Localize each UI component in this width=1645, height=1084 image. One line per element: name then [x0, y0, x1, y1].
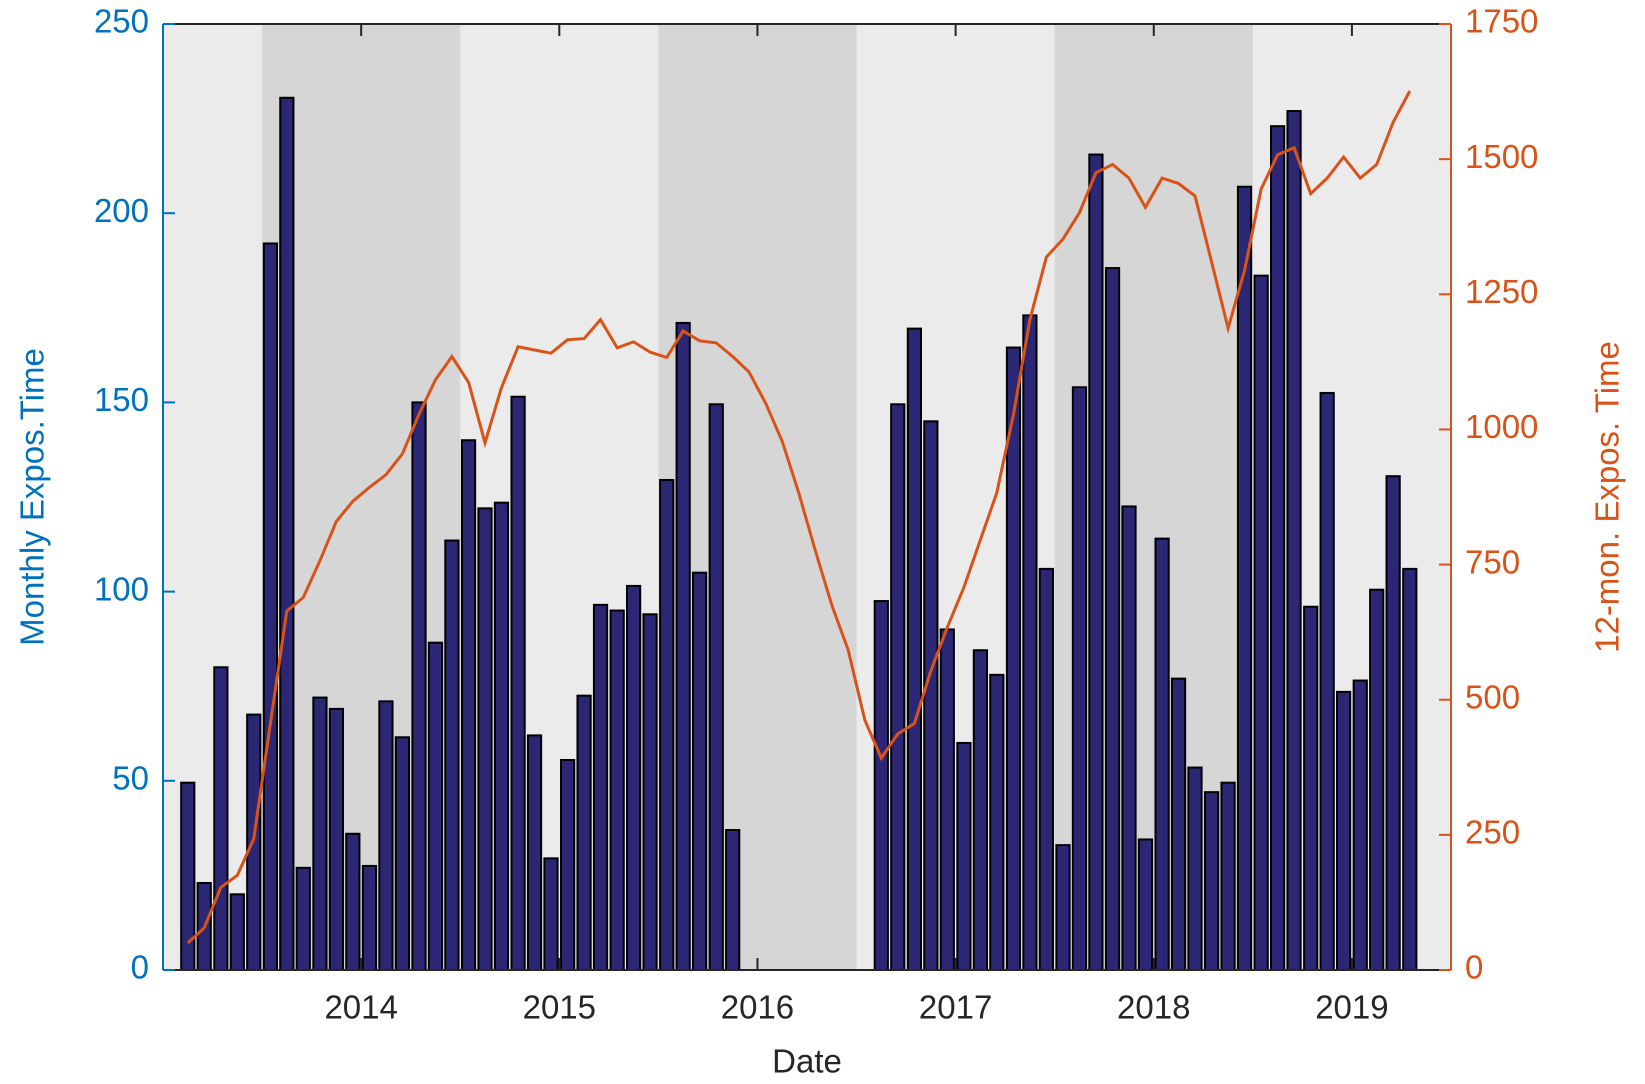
bar	[1104, 267, 1121, 971]
bar	[444, 539, 460, 971]
bar	[1071, 386, 1088, 972]
bar	[1154, 537, 1170, 972]
bar	[609, 609, 625, 972]
bar	[1088, 153, 1104, 972]
bar	[725, 828, 741, 971]
bar	[1220, 781, 1236, 972]
bar	[1303, 605, 1319, 972]
y2-tick-label: 750	[1465, 543, 1520, 580]
bar	[675, 321, 691, 972]
bar	[312, 696, 328, 971]
bar	[1055, 844, 1071, 971]
x-tick-label: 2019	[1315, 989, 1388, 1026]
bar	[378, 700, 394, 971]
y-axis-label: Monthly Expos.Time	[14, 348, 51, 646]
bar	[213, 666, 229, 972]
bar	[328, 707, 344, 971]
bar	[493, 501, 510, 971]
y2-axis-label: 12-mon. Expos. Time	[1589, 341, 1626, 653]
bar	[923, 420, 939, 971]
y2-tick-label: 1000	[1465, 408, 1538, 445]
y-tick-label: 150	[94, 381, 149, 418]
bar	[906, 327, 923, 971]
bar	[510, 395, 526, 971]
bar	[543, 857, 559, 972]
bar	[708, 403, 724, 971]
bar	[427, 641, 444, 972]
bar	[659, 478, 675, 971]
bar	[361, 864, 378, 971]
bar	[939, 628, 955, 971]
bar	[890, 403, 906, 971]
bar	[989, 673, 1005, 972]
y2-tick-label: 1250	[1465, 273, 1538, 310]
year-band	[1054, 24, 1253, 970]
line	[186, 90, 1412, 945]
y-tick-label: 50	[112, 760, 149, 797]
bar	[1121, 505, 1137, 971]
bar	[1352, 679, 1368, 971]
bar	[1187, 766, 1203, 972]
bar	[394, 736, 410, 971]
year-band	[658, 24, 857, 970]
bar	[1385, 475, 1401, 971]
y2-tick-label: 1500	[1465, 138, 1538, 175]
bar	[576, 694, 592, 971]
y2-tick-label: 250	[1465, 814, 1520, 851]
x-tick-label: 2014	[324, 989, 397, 1026]
y2-tick-label: 0	[1465, 949, 1483, 986]
bar	[1270, 125, 1286, 971]
bar	[972, 649, 988, 971]
bar	[295, 866, 311, 971]
bar	[1335, 690, 1352, 971]
year-band	[262, 24, 461, 970]
bar	[279, 96, 295, 971]
bar	[1022, 314, 1038, 972]
bar	[873, 600, 889, 971]
bar	[229, 893, 245, 972]
bar	[1204, 791, 1220, 971]
bar	[956, 741, 972, 972]
bar	[1286, 110, 1302, 972]
bar	[477, 507, 493, 971]
bar	[592, 603, 609, 971]
bar	[1253, 274, 1269, 971]
x-tick-label: 2018	[1117, 989, 1190, 1026]
y2-tick-label: 1750	[1465, 3, 1538, 40]
bar	[560, 758, 576, 971]
y-tick-label: 100	[94, 570, 149, 607]
y-tick-label: 200	[94, 192, 149, 229]
bar	[526, 734, 543, 972]
bar	[345, 832, 361, 971]
bar	[1369, 588, 1385, 971]
bar	[262, 242, 279, 972]
x-tick-label: 2015	[523, 989, 596, 1026]
y2-tick-label: 500	[1465, 678, 1520, 715]
y-tick-label: 250	[94, 3, 149, 40]
bar	[691, 571, 708, 971]
bar	[1038, 567, 1054, 971]
bar	[460, 439, 477, 971]
bar	[642, 613, 658, 972]
bar	[1170, 677, 1187, 972]
bar	[411, 401, 427, 971]
y-tick-label: 0	[131, 949, 149, 986]
x-axis-label: Date	[772, 1043, 842, 1080]
bar	[626, 584, 642, 971]
bar	[1319, 391, 1335, 971]
bar	[1137, 838, 1154, 972]
bar	[1402, 567, 1418, 971]
x-tick-label: 2016	[721, 989, 794, 1026]
bar	[1236, 185, 1253, 972]
x-tick-label: 2017	[919, 989, 992, 1026]
